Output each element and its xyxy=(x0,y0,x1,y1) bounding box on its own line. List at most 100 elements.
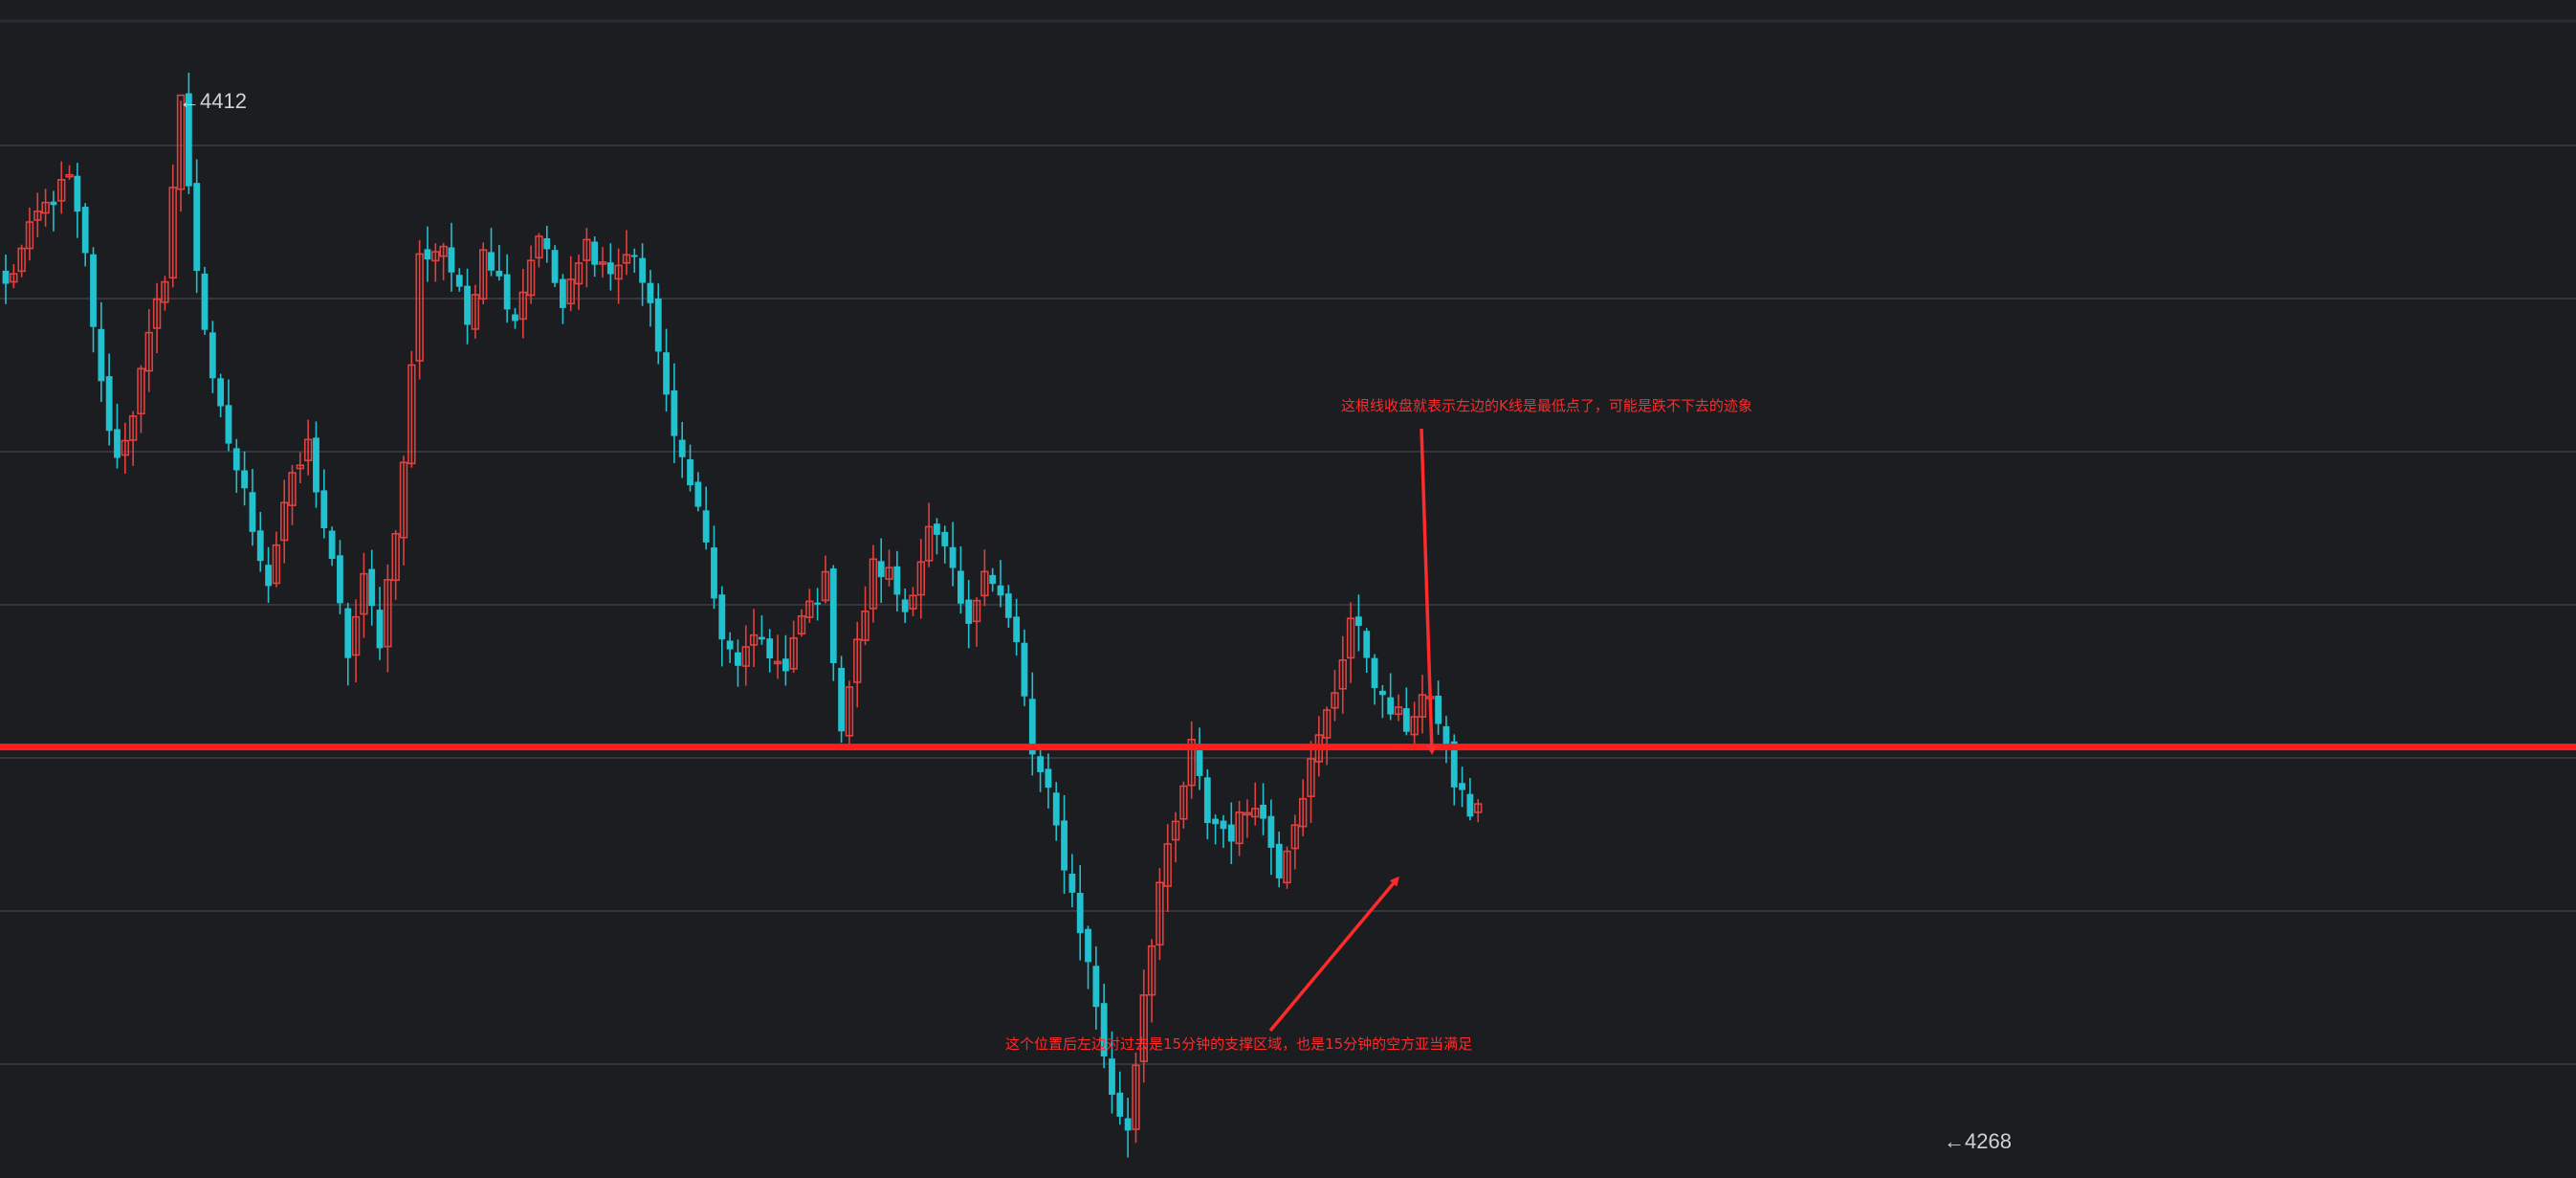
candle-body xyxy=(1275,843,1283,878)
candle xyxy=(225,379,232,452)
candle-body xyxy=(176,94,186,190)
candle-body xyxy=(512,314,518,322)
candle-body xyxy=(1459,783,1465,790)
candle-body xyxy=(1235,811,1244,845)
candle-body xyxy=(630,255,638,257)
candle-body xyxy=(759,636,765,640)
candle xyxy=(924,502,934,567)
candle-body xyxy=(1212,818,1220,825)
candle-body xyxy=(543,237,551,250)
candle-body xyxy=(647,282,654,303)
candle xyxy=(560,274,566,324)
candle xyxy=(65,165,74,180)
candle xyxy=(885,549,893,587)
candle xyxy=(1298,779,1308,836)
candle-body xyxy=(1179,785,1188,820)
candle-body xyxy=(1267,815,1275,848)
candle xyxy=(1227,802,1235,864)
candle-body xyxy=(2,270,10,284)
candle-body xyxy=(1371,657,1378,689)
candle xyxy=(1037,750,1044,792)
candle-body xyxy=(1045,768,1052,789)
candle-body xyxy=(551,250,559,283)
candle xyxy=(726,632,734,663)
candle xyxy=(639,243,646,306)
candle xyxy=(773,634,782,679)
candle-body xyxy=(391,532,400,582)
candle-body xyxy=(137,367,145,415)
candle xyxy=(1132,1052,1140,1144)
candle xyxy=(821,555,830,604)
candle xyxy=(320,469,328,539)
candle-body xyxy=(152,298,162,329)
candle-body xyxy=(25,221,34,250)
candle-body xyxy=(1331,692,1339,709)
candle xyxy=(1076,865,1084,961)
candle xyxy=(1466,777,1474,821)
candle-body xyxy=(941,531,949,546)
candle-body xyxy=(1387,697,1395,715)
candle-body xyxy=(1260,804,1266,819)
candle xyxy=(583,228,591,288)
candle xyxy=(448,222,455,292)
candle xyxy=(256,511,264,572)
candle xyxy=(1021,629,1028,706)
candle-body xyxy=(376,610,384,649)
candle xyxy=(249,469,256,546)
candle xyxy=(144,309,153,392)
candle xyxy=(598,247,607,278)
candle-body xyxy=(885,567,893,580)
candle-body xyxy=(1139,994,1148,1062)
candle xyxy=(1322,706,1332,766)
candle xyxy=(1220,814,1227,849)
candle xyxy=(526,245,536,304)
candle-body xyxy=(614,264,623,280)
candle-body xyxy=(1085,928,1091,963)
candle xyxy=(1459,767,1465,808)
candle xyxy=(711,525,717,610)
candle xyxy=(137,365,145,433)
candle-body xyxy=(50,201,57,206)
high-price-label: ←4412 xyxy=(179,89,247,113)
candle-body xyxy=(869,558,878,610)
candle xyxy=(759,615,765,645)
candle-body xyxy=(1435,695,1442,724)
candle-body xyxy=(256,530,264,562)
candle xyxy=(574,255,583,310)
candle xyxy=(1203,768,1211,839)
candle-body xyxy=(337,555,343,604)
candle-body xyxy=(193,183,201,272)
candle xyxy=(877,538,885,604)
candle xyxy=(893,550,901,611)
candle xyxy=(861,586,870,646)
candle xyxy=(81,203,89,267)
candle xyxy=(1260,783,1266,835)
candle xyxy=(185,72,192,194)
candle-body xyxy=(782,658,789,672)
candle xyxy=(121,422,130,474)
candle xyxy=(1442,716,1450,764)
candle xyxy=(114,403,121,469)
candle-body xyxy=(1196,744,1203,776)
candle xyxy=(10,264,18,289)
candle xyxy=(1179,781,1188,829)
candle xyxy=(279,479,289,564)
candle-body xyxy=(1402,708,1410,732)
candle xyxy=(1346,602,1355,683)
candle-body xyxy=(57,179,66,202)
candle-body xyxy=(471,294,480,330)
candle-body xyxy=(1227,824,1235,842)
candle xyxy=(909,587,917,616)
candle-body xyxy=(351,615,361,656)
candle-body xyxy=(288,472,297,506)
candle xyxy=(614,248,623,304)
candle xyxy=(128,411,138,466)
candle-body xyxy=(735,652,741,666)
candle-body xyxy=(574,262,583,285)
candle xyxy=(1004,585,1012,629)
candle xyxy=(702,486,710,550)
candle xyxy=(654,283,662,365)
candle-body xyxy=(671,389,678,436)
candle xyxy=(1387,673,1395,721)
candle-body xyxy=(10,273,18,283)
